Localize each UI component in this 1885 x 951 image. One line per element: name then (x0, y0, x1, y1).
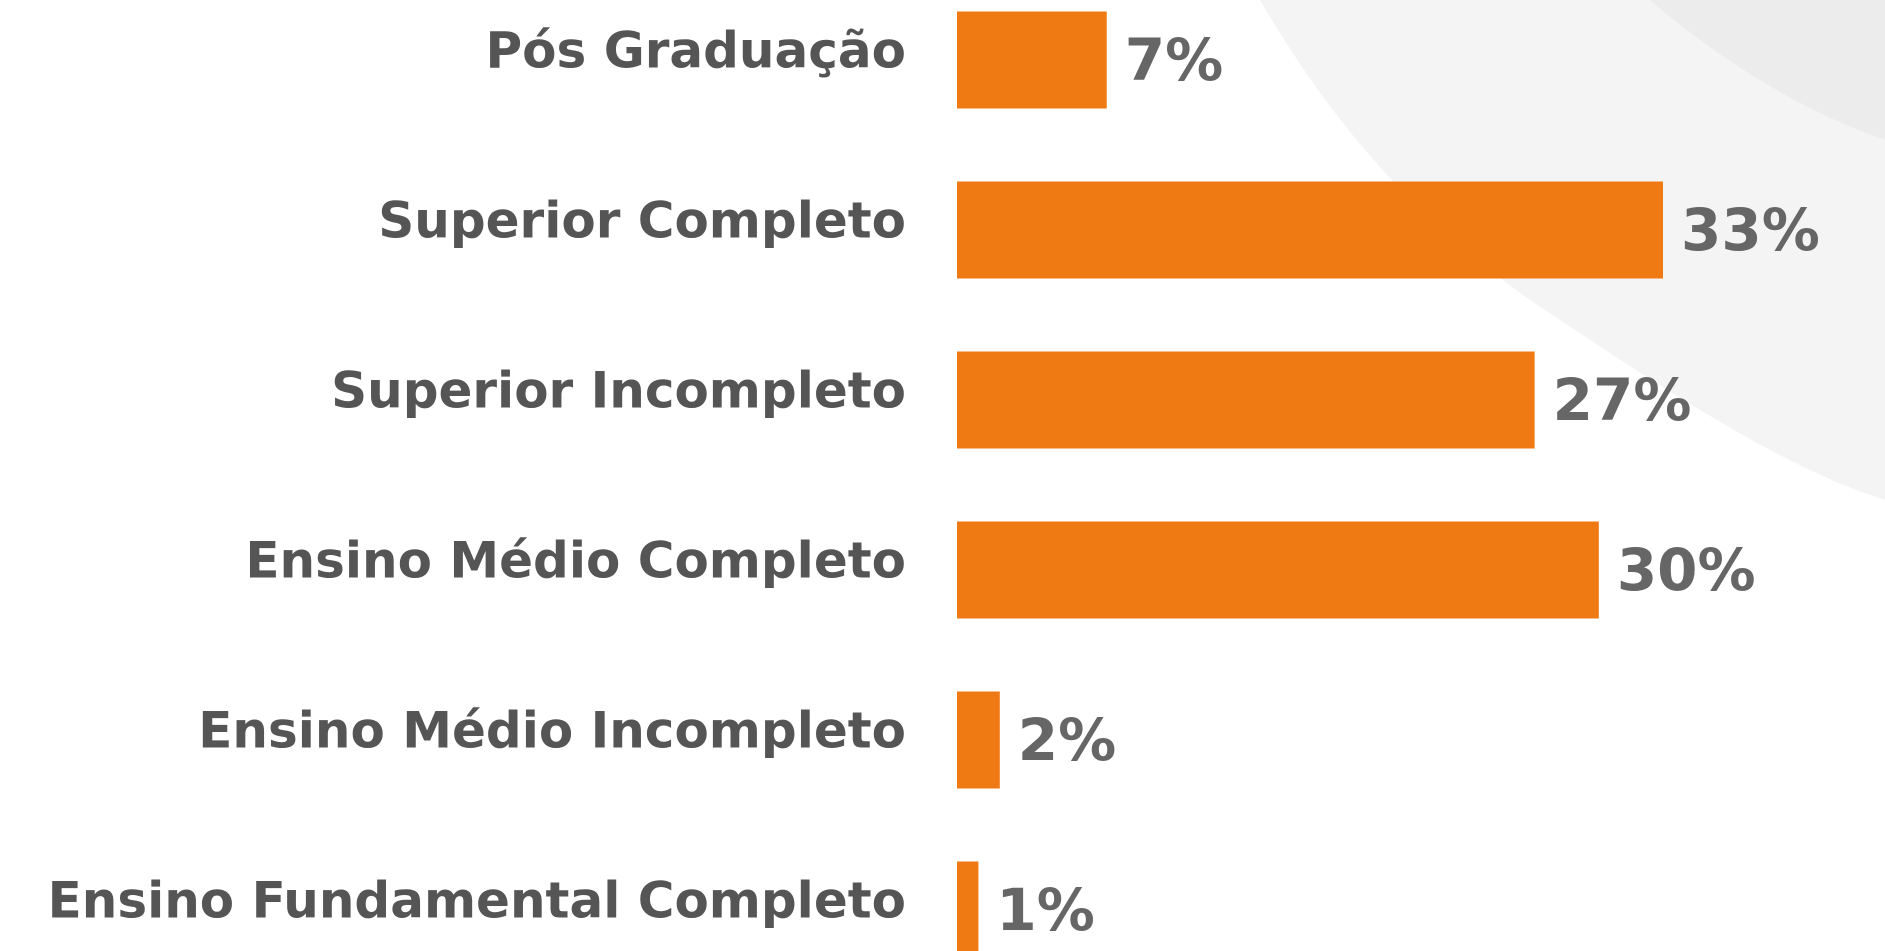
value-label: 30% (1617, 536, 1756, 604)
category-label: Superior Completo (378, 192, 906, 250)
bar (957, 691, 1000, 789)
background-shape (1650, 0, 1885, 140)
category-label: Ensino Fundamental Completo (48, 872, 906, 930)
bar (957, 351, 1535, 449)
bar (957, 521, 1599, 619)
value-label: 1% (996, 876, 1094, 944)
value-label: 33% (1681, 196, 1820, 264)
value-label: 27% (1553, 366, 1692, 434)
category-label: Ensino Médio Incompleto (198, 702, 906, 760)
category-label: Superior Incompleto (331, 362, 906, 420)
category-label: Ensino Médio Completo (245, 532, 906, 590)
bar (957, 181, 1663, 279)
bar (957, 11, 1107, 109)
value-label: 7% (1125, 26, 1223, 94)
bar (957, 861, 979, 951)
category-label: Pós Graduação (486, 22, 906, 80)
value-label: 2% (1018, 706, 1116, 774)
